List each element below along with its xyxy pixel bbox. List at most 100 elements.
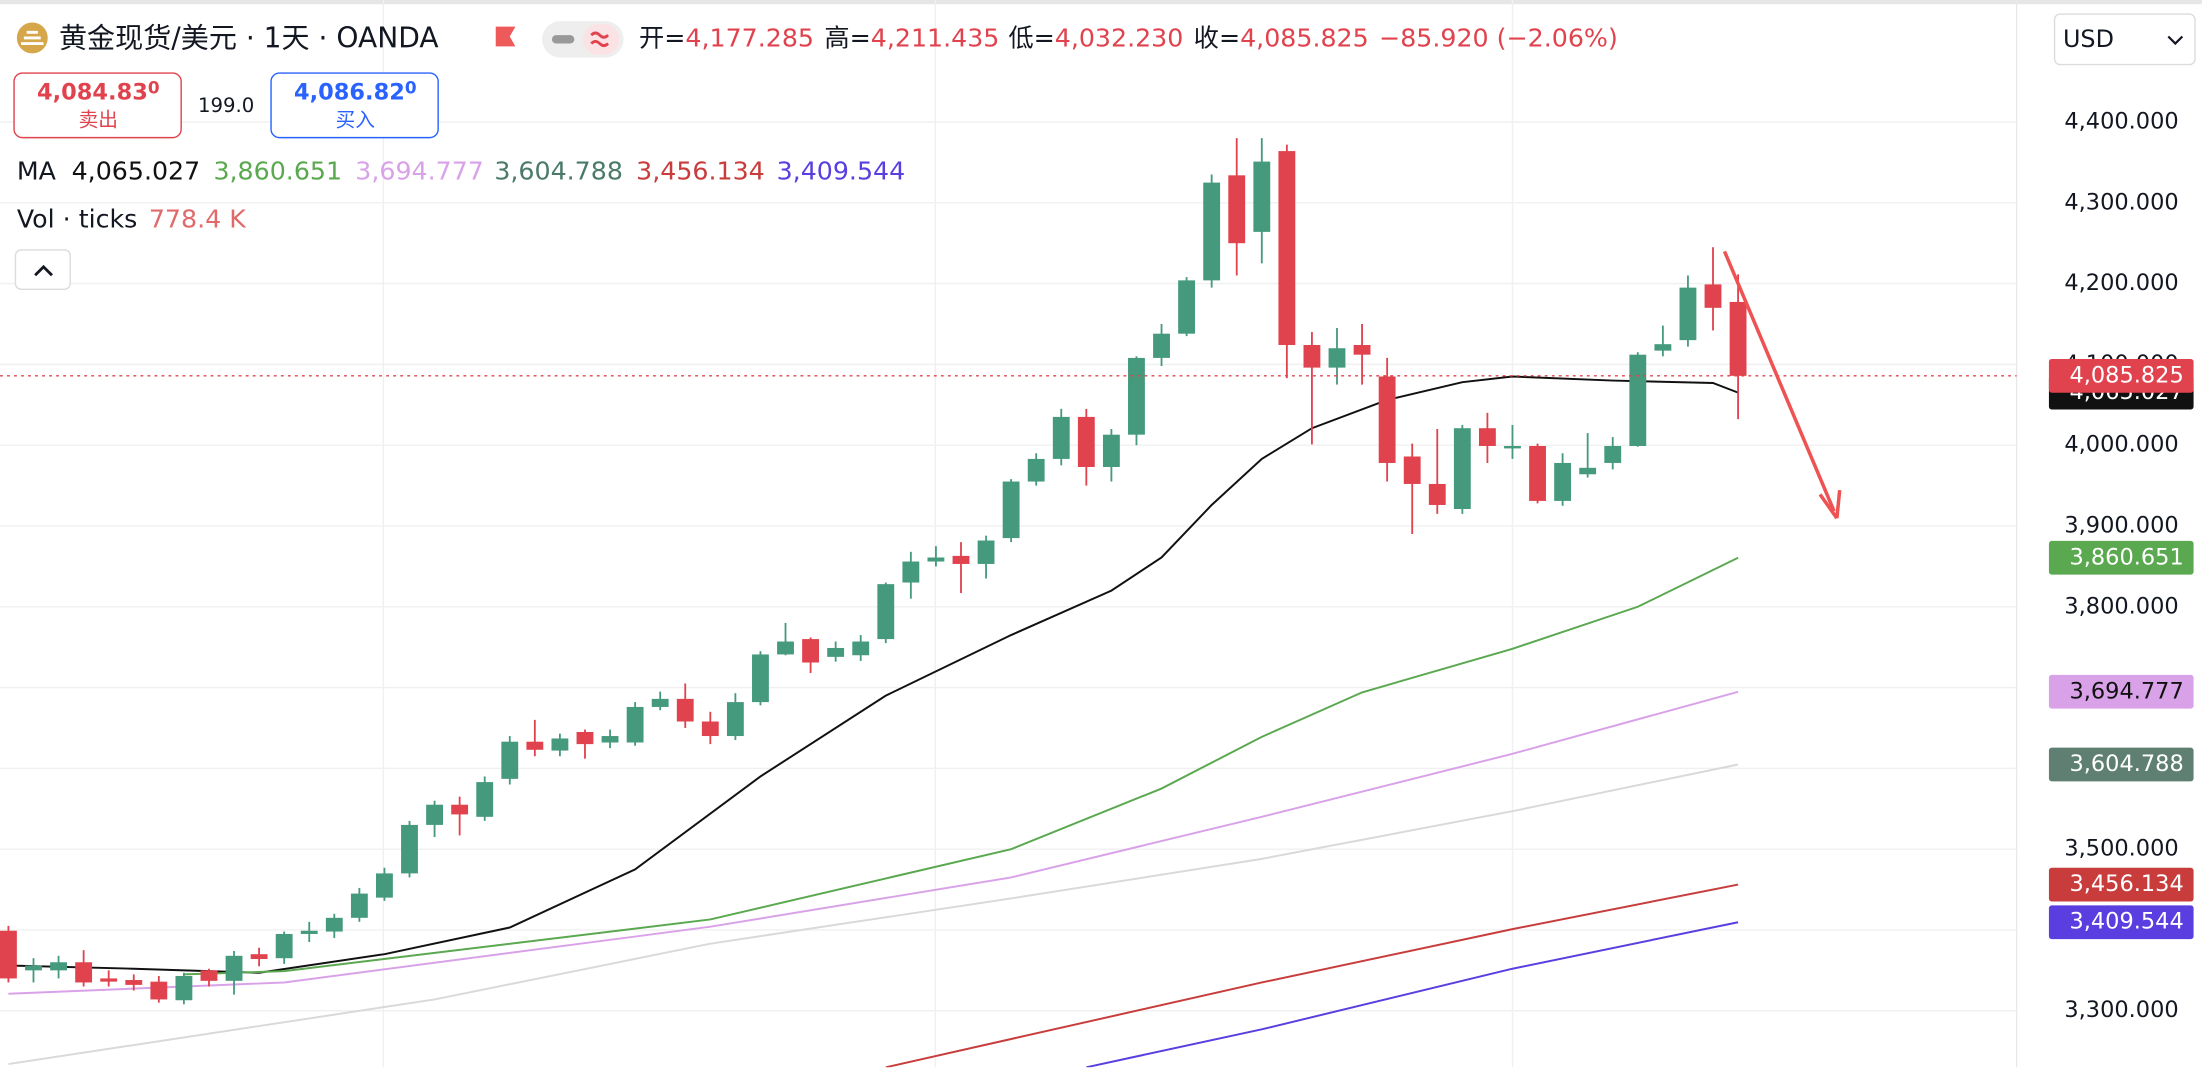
low-value: 4,032.230 [1055, 23, 1184, 52]
currency-select[interactable] [2053, 13, 2196, 66]
candle-body [325, 917, 343, 932]
ma-legend-value: 4,065.027 [72, 157, 201, 186]
candle-body [1729, 301, 1747, 376]
close-value: 4,085.825 [1240, 23, 1369, 52]
candle-body [250, 954, 268, 960]
candle-body [200, 970, 218, 981]
sell-price: 4,084.830 [37, 77, 160, 105]
candle-body [601, 736, 619, 743]
candle-body [1428, 483, 1446, 505]
candle-body [451, 804, 469, 815]
candle-body [1128, 357, 1145, 435]
candle-body [1604, 445, 1622, 463]
change-value: −85.920 (−2.06%) [1379, 23, 1618, 52]
plot-area [0, 138, 2017, 1068]
candle-body [1478, 428, 1496, 446]
candle-body [1303, 344, 1321, 368]
y-tick-label: 4,400.000 [2064, 109, 2178, 135]
collapse-button[interactable] [14, 249, 71, 290]
candle-body [1002, 481, 1020, 539]
ma-price-tag: 3,604.788 [2069, 751, 2183, 777]
candle-body [426, 804, 443, 825]
ma-price-tag-bg [2048, 905, 2194, 940]
price-tags: 4,065.0273,860.6513,694.7773,604.7883,45… [2048, 358, 2194, 940]
candle-body [977, 540, 995, 564]
ma-line [885, 883, 1739, 1068]
buy-price-digit: 0 [405, 77, 417, 97]
ma-price-tag-bg [2048, 747, 2194, 782]
currency-label: USD [2063, 25, 2114, 53]
top-border [0, 0, 2202, 5]
ma-legend-value: 3,456.134 [636, 157, 765, 186]
flag-icon[interactable] [495, 26, 516, 47]
candle-body [626, 706, 644, 743]
candle-body [75, 962, 93, 983]
close-label: 收= [1194, 23, 1240, 52]
open-value: 4,177.285 [685, 23, 814, 52]
buy-price: 4,086.820 [294, 77, 417, 105]
y-tick-label: 4,000.000 [2064, 432, 2178, 458]
ma-price-tag-bg [2048, 674, 2194, 709]
candle-body [1153, 333, 1170, 358]
ma-price-tag-bg [2048, 867, 2194, 902]
candle-body [1353, 344, 1371, 355]
candle-body [100, 978, 118, 982]
ohlc-row: 开=4,177.285 高=4,211.435 低=4,032.230 收=4,… [639, 23, 1618, 52]
candle-body [1278, 151, 1296, 345]
candle-body [275, 933, 293, 959]
candle-body [1328, 348, 1346, 368]
candle-body [225, 955, 243, 981]
candle-body [25, 965, 42, 971]
candle-body [300, 930, 318, 934]
candle-body [651, 698, 669, 707]
current-price-tag: 4,085.825 [2069, 362, 2183, 388]
vol-value: 778.4 K [149, 204, 247, 233]
sell-button[interactable] [13, 72, 182, 139]
y-tick-label: 3,800.000 [2064, 593, 2178, 619]
open-label: 开= [639, 23, 685, 52]
ma-price-tag-bg [2048, 540, 2194, 575]
candle-body [1654, 344, 1672, 351]
ma-price-tag: 3,409.544 [2069, 909, 2183, 935]
candle-body [1403, 456, 1421, 484]
candle-body [1679, 287, 1697, 341]
ma-line [8, 690, 1739, 995]
ma-price-tag: 3,860.651 [2069, 544, 2183, 570]
sell-price-main: 4,084.83 [37, 79, 148, 105]
ma-legend-value: 3,604.788 [494, 157, 623, 186]
candle-body [1228, 175, 1246, 244]
candle-body [1052, 416, 1070, 459]
candle-body [827, 647, 845, 657]
sell-price-digit: 0 [148, 77, 160, 97]
low-label: 低= [1008, 23, 1054, 52]
ma-price-tag: 3,694.777 [2069, 678, 2183, 704]
logo-glyph [21, 30, 44, 45]
collapse-chevron [34, 264, 53, 277]
high-label: 高= [824, 23, 870, 52]
candle-body [1453, 428, 1471, 510]
candle-body [952, 555, 970, 564]
vol-label: Vol · ticks [17, 204, 138, 233]
y-tick-label: 4,200.000 [2064, 270, 2178, 296]
candle-body [1529, 445, 1546, 501]
buy-price-main: 4,086.82 [294, 79, 405, 105]
candle-body [1203, 182, 1221, 281]
ma-price-tag: 3,456.134 [2069, 871, 2183, 897]
pill-approx [590, 31, 610, 48]
candle-body [927, 557, 945, 562]
candle-body [401, 824, 418, 874]
ma-legend-value: 3,694.777 [355, 157, 484, 186]
ma-line [8, 763, 1739, 1066]
y-tick-label: 3,900.000 [2064, 512, 2178, 538]
candle-body [175, 975, 193, 1001]
ma-legend: 4,065.027 3,860.651 3,694.777 3,604.788 3,45… [72, 157, 906, 186]
sell-label: 卖出 [79, 108, 118, 131]
ma-label: MA [17, 157, 57, 186]
candle-body [1178, 280, 1196, 334]
symbol-title: 黄金现货/美元 · 1天 · OANDA [59, 21, 439, 54]
candle-body [125, 980, 143, 985]
buy-button[interactable] [270, 72, 439, 139]
ma-line [1086, 921, 1739, 1068]
